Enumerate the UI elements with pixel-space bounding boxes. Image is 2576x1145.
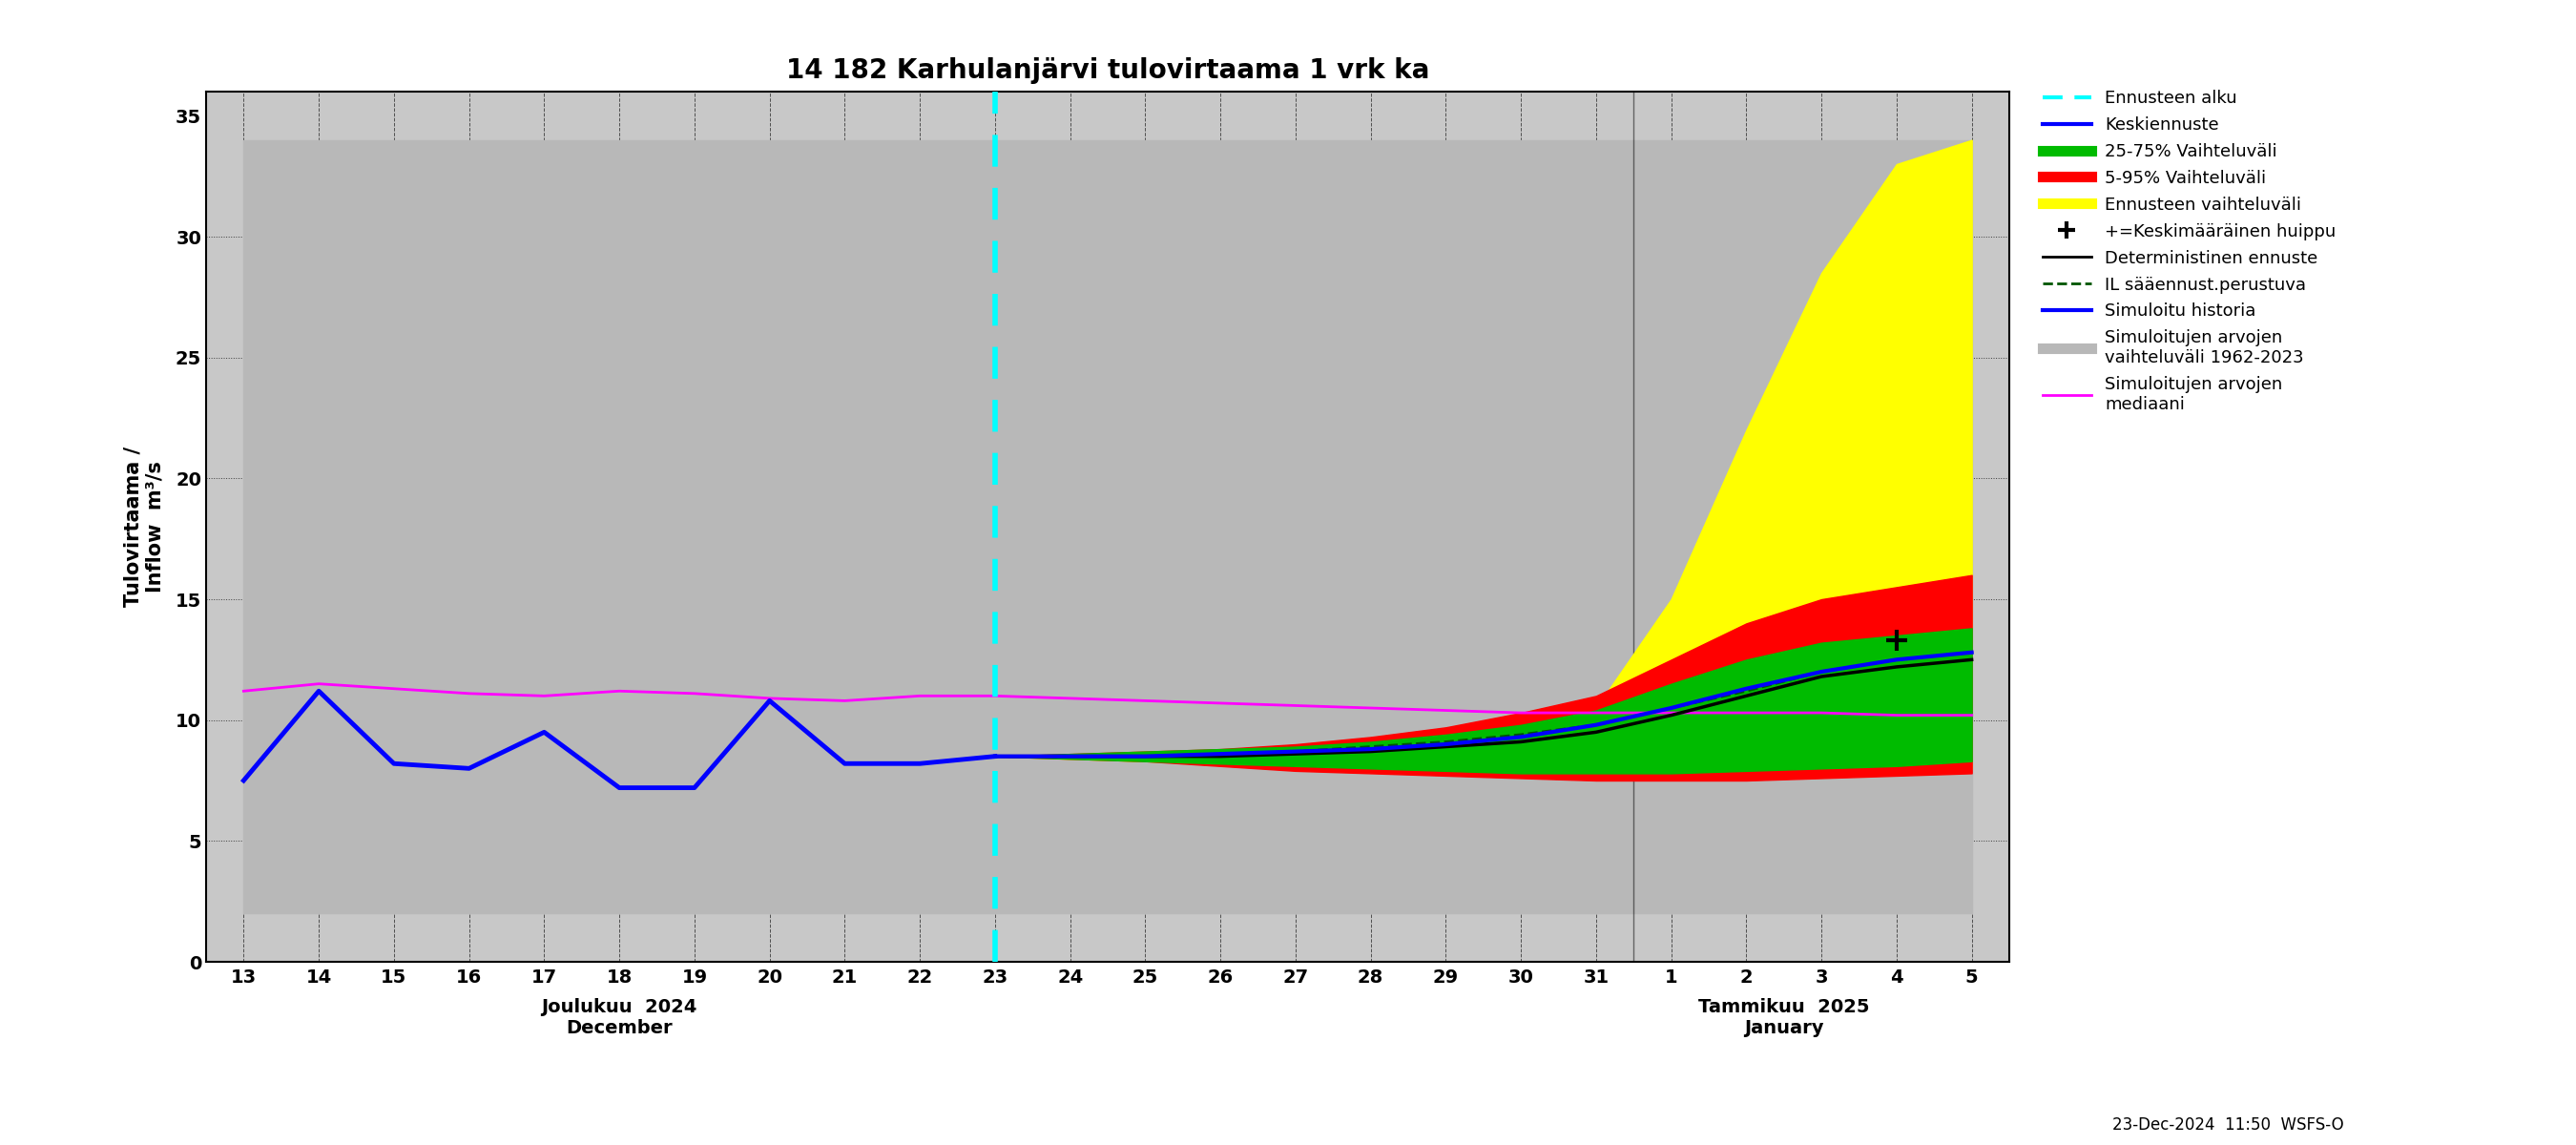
Text: 23-Dec-2024  11:50  WSFS-O: 23-Dec-2024 11:50 WSFS-O xyxy=(2112,1116,2344,1134)
Y-axis label: Tulovirtaama /
Inflow  m³/s: Tulovirtaama / Inflow m³/s xyxy=(124,447,165,607)
Legend: Ennusteen alku, Keskiennuste, 25-75% Vaihteluväli, 5-95% Vaihteluväli, Ennusteen: Ennusteen alku, Keskiennuste, 25-75% Vai… xyxy=(2035,82,2342,420)
Title: 14 182 Karhulanjärvi tulovirtaama 1 vrk ka: 14 182 Karhulanjärvi tulovirtaama 1 vrk … xyxy=(786,57,1430,84)
Text: Tammikuu  2025
January: Tammikuu 2025 January xyxy=(1698,998,1870,1037)
Text: Joulukuu  2024
December: Joulukuu 2024 December xyxy=(541,998,698,1037)
